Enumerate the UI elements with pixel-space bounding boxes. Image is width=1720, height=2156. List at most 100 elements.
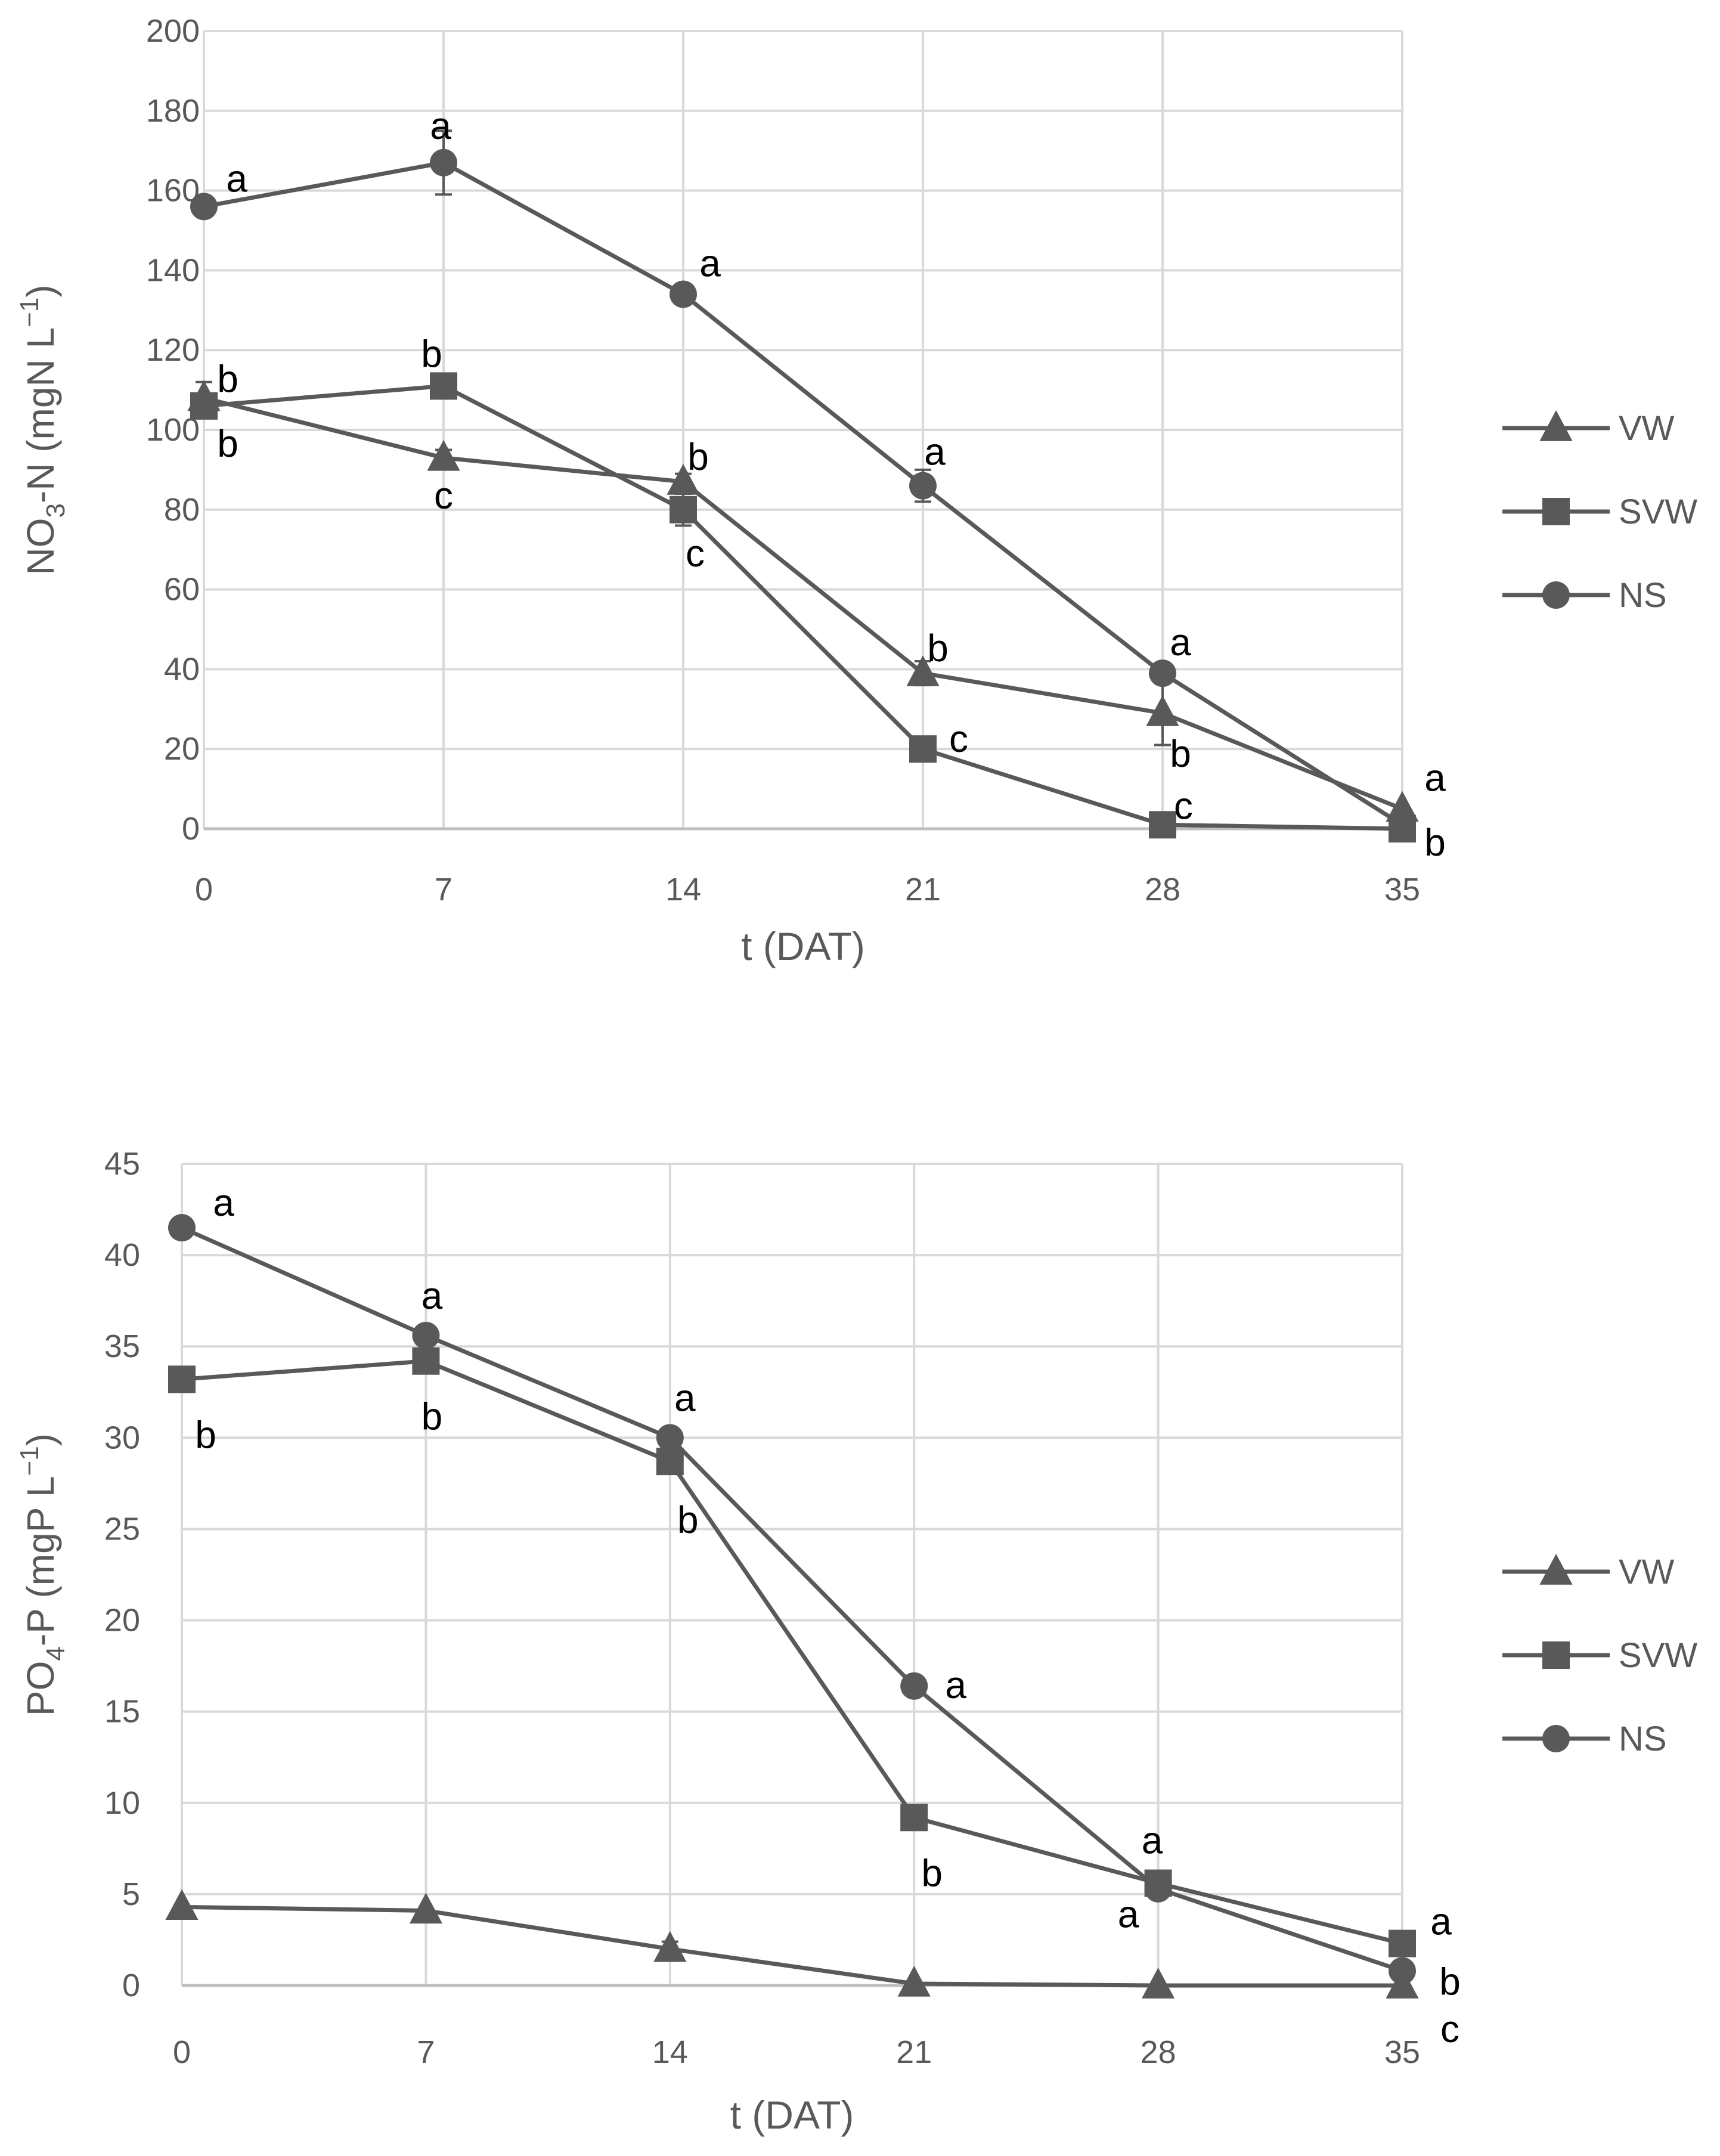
- significance-letter: c: [949, 717, 968, 760]
- y-tick-label: 30: [104, 1420, 140, 1455]
- data-point-svw: [1149, 811, 1176, 839]
- data-point-vw: [1142, 1968, 1175, 1999]
- data-point-ns: [1149, 659, 1176, 687]
- legend-label: SVW: [1619, 1636, 1697, 1675]
- legend-item-vw: VW: [1502, 1553, 1675, 1591]
- significance-letter: b: [921, 1851, 943, 1894]
- chart-2: 0 5 10 15 20 25 30 35 40 45 0 7 14 21 28 35 t (DAT) PO4-P…: [15, 1146, 1697, 2137]
- significance-letter: a: [422, 1274, 443, 1317]
- data-point-vw: [409, 1892, 442, 1924]
- y-axis-title-superscript: −1: [15, 1446, 44, 1476]
- data-point-ns: [656, 1424, 684, 1452]
- y-axis-title: PO4-P (mgP L−1): [15, 1433, 70, 1716]
- significance-letter: a: [699, 242, 721, 285]
- series-line-ns: [203, 160, 1403, 827]
- y-axis-title-subscript: 4: [41, 1646, 70, 1661]
- data-point-ns: [430, 148, 457, 176]
- significance-letter: c: [686, 532, 705, 575]
- legend-label: VW: [1619, 1553, 1675, 1591]
- y-tick-label: 40: [164, 651, 200, 687]
- significance-letter: a: [1142, 1819, 1163, 1862]
- series-vw: b c b b b a: [187, 357, 1446, 822]
- series-line-ns: [181, 1225, 1403, 1973]
- data-point-svw: [909, 735, 937, 763]
- legend-marker-circle: [1542, 1725, 1570, 1752]
- series-line-svw: [181, 1359, 1403, 1946]
- x-tick-label: 21: [896, 2034, 932, 2070]
- significance-letter: b: [927, 627, 949, 670]
- data-point-svw: [412, 1347, 440, 1375]
- y-tick-label: 60: [164, 572, 200, 608]
- data-point-svw: [656, 1448, 684, 1476]
- data-point-svw: [900, 1804, 928, 1832]
- y-axis-title-main: NO: [19, 518, 62, 575]
- legend-item-svw: SVW: [1502, 1636, 1697, 1675]
- legend-item-vw: VW: [1502, 409, 1675, 448]
- legend-item-ns: NS: [1502, 1720, 1667, 1758]
- data-point-vw: [427, 439, 460, 471]
- significance-letter: a: [1430, 1900, 1452, 1943]
- y-tick-label: 5: [122, 1876, 140, 1912]
- data-point-svw: [190, 392, 218, 420]
- data-point-vw: [165, 1889, 199, 1920]
- significance-letter: a: [1170, 621, 1191, 664]
- y-tick-label: 20: [104, 1603, 140, 1638]
- x-tick-label: 21: [905, 872, 941, 907]
- significance-letter: b: [217, 357, 238, 400]
- y-tick-label: 40: [104, 1237, 140, 1273]
- y-tick-label: 160: [146, 173, 200, 209]
- significance-letter: a: [1424, 757, 1446, 800]
- significance-letter: c: [1174, 784, 1193, 827]
- significance-letter: b: [1170, 732, 1191, 775]
- significance-letter: a: [924, 430, 946, 473]
- x-tick-label: 28: [1141, 2034, 1176, 2070]
- significance-letter: a: [1118, 1893, 1139, 1936]
- legend-marker-triangle: [1539, 1554, 1573, 1585]
- x-tick-label: 7: [417, 2034, 435, 2070]
- legend-label: NS: [1619, 1720, 1667, 1758]
- x-tick-label: 14: [665, 872, 701, 907]
- x-axis-title: t (DAT): [730, 2093, 854, 2137]
- significance-letter: c: [1440, 2008, 1459, 2050]
- data-point-svw: [430, 372, 457, 400]
- series-vw: c: [165, 1889, 1459, 2050]
- series-ns: a a a a a: [190, 104, 1416, 839]
- data-point-ns: [168, 1214, 196, 1242]
- y-tick-label: 0: [122, 1968, 140, 2003]
- y-tick-label: 0: [182, 811, 200, 847]
- legend-item-ns: NS: [1502, 576, 1667, 615]
- significance-letter: c: [434, 474, 453, 517]
- x-tick-label: 35: [1384, 872, 1420, 907]
- data-point-vw: [667, 464, 700, 495]
- y-tick-label: 25: [104, 1511, 140, 1547]
- x-tick-label: 0: [173, 2034, 191, 2070]
- significance-letter: b: [421, 332, 442, 375]
- legend-marker-circle: [1542, 581, 1570, 609]
- x-tick-label: 28: [1145, 872, 1180, 907]
- significance-letter: b: [677, 1498, 699, 1541]
- legend-marker-square: [1542, 1641, 1570, 1669]
- significance-letter: a: [430, 104, 451, 147]
- data-point-ns: [1389, 1957, 1416, 1985]
- significance-letter: b: [1439, 1960, 1461, 2003]
- x-tick-label: 35: [1384, 2034, 1420, 2070]
- y-axis-title-subscript: 3: [41, 503, 70, 518]
- y-tick-label: 200: [146, 13, 200, 49]
- y-axis-title-main: PO: [19, 1661, 62, 1716]
- data-point-vw: [1146, 695, 1179, 726]
- series-line-vw: [203, 396, 1403, 811]
- y-tick-label: 80: [164, 492, 200, 528]
- data-point-vw: [897, 1965, 931, 1997]
- y-axis-title: NO3-N (mgN L−1): [15, 284, 70, 575]
- y-tick-label: 20: [164, 731, 200, 767]
- significance-letter: b: [687, 435, 709, 478]
- y-tick-label: 140: [146, 252, 200, 288]
- legend-label: VW: [1619, 409, 1675, 448]
- data-point-ns: [900, 1672, 928, 1700]
- data-point-svw: [670, 495, 697, 523]
- legend-marker-square: [1542, 498, 1570, 525]
- data-point-ns: [909, 472, 937, 500]
- legend-marker-triangle: [1539, 410, 1573, 441]
